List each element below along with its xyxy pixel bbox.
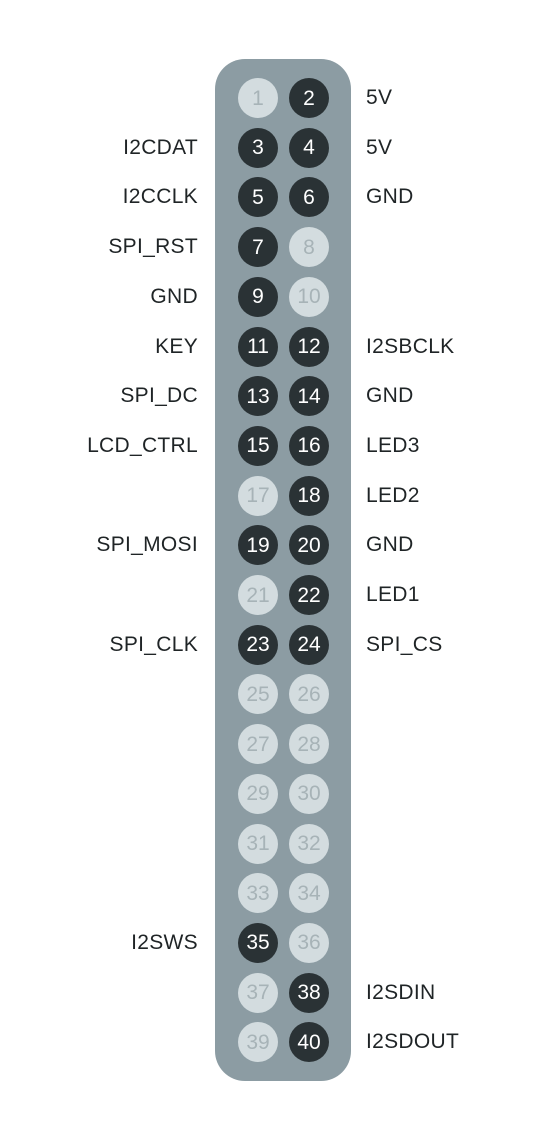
pin-23: 23 [238,624,278,665]
pin-21: 21 [238,575,278,615]
pin-9-label: GND [150,284,198,308]
pin-7: 7 [238,227,278,268]
pin-22: 22 [289,575,329,615]
pin-20-label: GND [366,533,414,557]
pin-19-label: SPI_MOSI [96,533,198,557]
pin-24: 24 [289,624,329,665]
pin-8: 8 [289,227,329,268]
pin-24-label: SPI_CS [366,632,443,656]
pin-2: 2 [289,78,329,118]
gpio-header-board [215,59,351,1081]
pin-4-label: 5V [366,135,393,159]
pin-13-label: SPI_DC [120,384,198,408]
pin-11: 11 [238,326,278,367]
pin-14: 14 [289,376,329,417]
pin-2-label: 5V [366,86,393,109]
pin-6: 6 [289,177,329,218]
pin-36: 36 [289,922,329,963]
pin-29: 29 [238,773,278,814]
pin-12-label: I2SBCLK [366,334,455,358]
pin-3-label: I2CDAT [123,135,198,159]
pin-3: 3 [238,127,278,168]
pin-28: 28 [289,724,329,765]
pin-4: 4 [289,127,329,168]
pin-31: 31 [238,823,278,864]
pin-13: 13 [238,376,278,417]
pin-33: 33 [238,873,278,914]
pin-11-label: KEY [155,334,198,358]
pin-16-label: LED3 [366,433,420,457]
pin-7-label: SPI_RST [108,235,198,259]
pin-34: 34 [289,873,329,914]
pin-40-label: I2SDOUT [366,1030,460,1054]
pin-18: 18 [289,475,329,516]
pin-35: 35 [238,922,278,963]
pin-17: 17 [238,475,278,516]
pin-9: 9 [238,276,278,317]
pin-5-label: I2CCLK [122,185,198,209]
pin-25: 25 [238,674,278,715]
pin-6-label: GND [366,185,414,209]
pin-26: 26 [289,674,329,715]
pin-15: 15 [238,425,278,466]
pin-1: 1 [238,78,278,118]
pin-20: 20 [289,525,329,566]
pin-38: 38 [289,972,329,1013]
pin-12: 12 [289,326,329,367]
pin-16: 16 [289,425,329,466]
pin-30: 30 [289,773,329,814]
pin-15-label: LCD_CTRL [87,433,198,457]
pin-19: 19 [238,525,278,566]
pin-37: 37 [238,972,278,1013]
pin-22-label: LED1 [366,583,420,606]
pin-14-label: GND [366,384,414,408]
pin-5: 5 [238,177,278,218]
pin-35-label: I2SWS [131,930,198,954]
pin-32: 32 [289,823,329,864]
pin-23-label: SPI_CLK [109,632,198,656]
pin-18-label: LED2 [366,483,420,507]
pin-10: 10 [289,276,329,317]
pin-40: 40 [289,1022,329,1063]
pin-27: 27 [238,724,278,765]
pin-39: 39 [238,1022,278,1063]
pin-38-label: I2SDIN [366,980,436,1004]
